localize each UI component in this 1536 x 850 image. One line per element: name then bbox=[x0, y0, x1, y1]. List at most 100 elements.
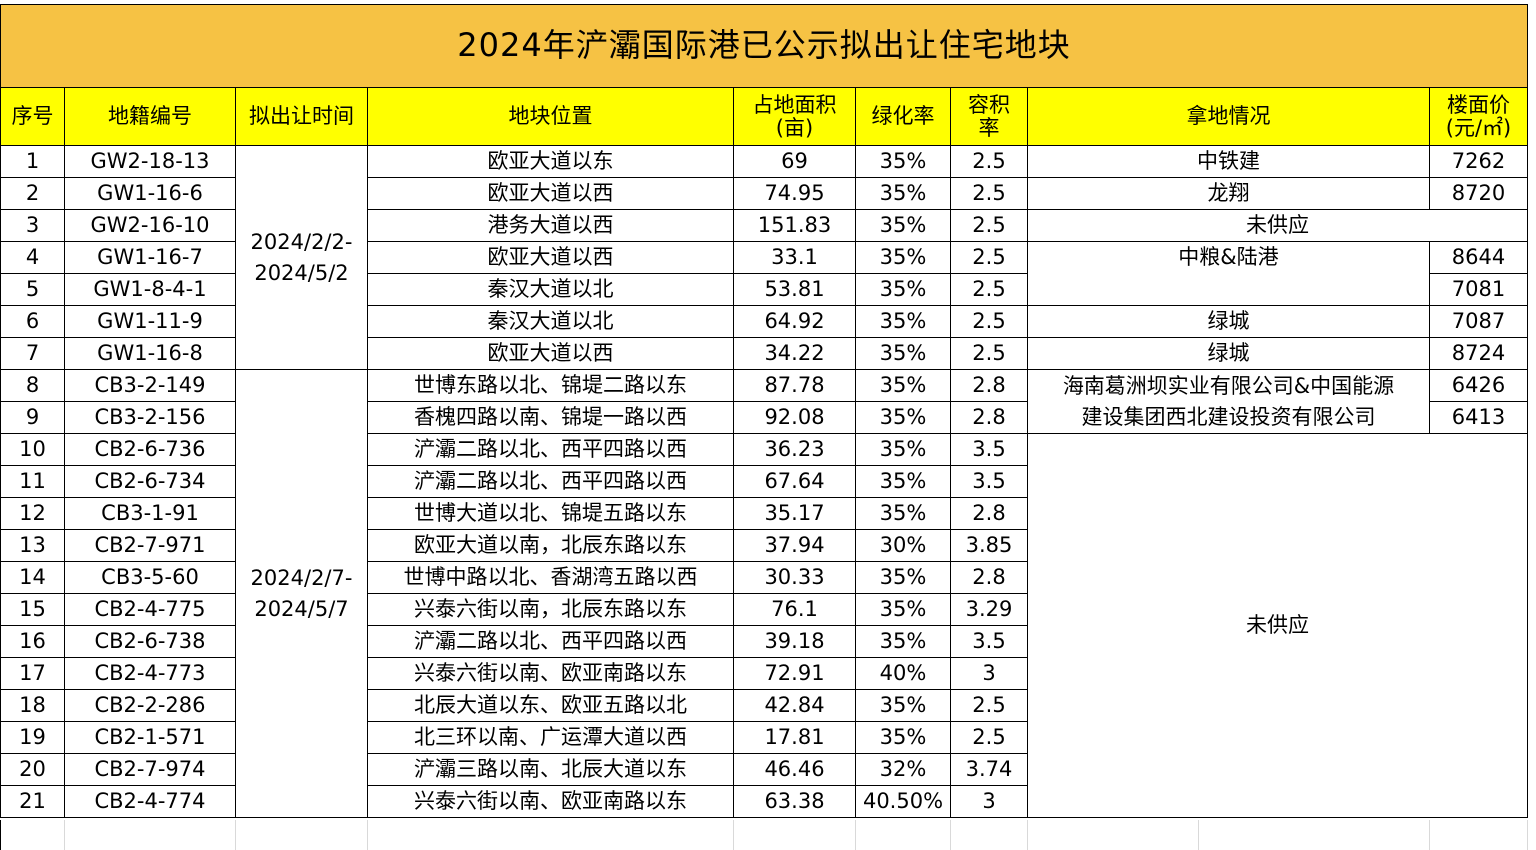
cell-area[interactable]: 53.81 bbox=[734, 274, 856, 306]
cell-green[interactable]: 35% bbox=[856, 370, 951, 402]
cell-seq[interactable]: 15 bbox=[0, 594, 65, 626]
cell-area[interactable]: 35.17 bbox=[734, 498, 856, 530]
cell-far[interactable]: 2.8 bbox=[951, 498, 1028, 530]
winner-r6[interactable]: 绿城 bbox=[1028, 306, 1430, 338]
cell-code[interactable]: GW1-11-9 bbox=[65, 306, 236, 338]
cell-location[interactable]: 世博东路以北、锦堤二路以东 bbox=[368, 370, 734, 402]
cell-far[interactable]: 3.85 bbox=[951, 530, 1028, 562]
cell-far[interactable]: 2.5 bbox=[951, 722, 1028, 754]
cell-code[interactable]: CB3-1-91 bbox=[65, 498, 236, 530]
cell-location[interactable]: 浐灞二路以北、西平四路以西 bbox=[368, 466, 734, 498]
cell-location[interactable]: 欧亚大道以东 bbox=[368, 146, 734, 178]
cell-code[interactable]: CB3-2-149 bbox=[65, 370, 236, 402]
cell-area[interactable]: 74.95 bbox=[734, 178, 856, 210]
winner-r4-5[interactable]: 中粮&陆港 bbox=[1028, 242, 1430, 306]
cell-green[interactable]: 35% bbox=[856, 626, 951, 658]
cell-area[interactable]: 36.23 bbox=[734, 434, 856, 466]
cell-far[interactable]: 2.5 bbox=[951, 338, 1028, 370]
cell-area[interactable]: 33.1 bbox=[734, 242, 856, 274]
cell-code[interactable]: CB3-2-156 bbox=[65, 402, 236, 434]
cell-area[interactable]: 151.83 bbox=[734, 210, 856, 242]
cell-location[interactable]: 浐灞三路以南、北辰大道以东 bbox=[368, 754, 734, 786]
cell-green[interactable]: 35% bbox=[856, 402, 951, 434]
cell-far[interactable]: 2.5 bbox=[951, 146, 1028, 178]
price-r4[interactable]: 8644 bbox=[1430, 242, 1528, 274]
cell-seq[interactable]: 2 bbox=[0, 178, 65, 210]
cell-seq[interactable]: 5 bbox=[0, 274, 65, 306]
cell-seq[interactable]: 3 bbox=[0, 210, 65, 242]
cell-far[interactable]: 2.5 bbox=[951, 274, 1028, 306]
empty-row-cell-d[interactable] bbox=[368, 820, 734, 850]
cell-far[interactable]: 3 bbox=[951, 658, 1028, 690]
cell-green[interactable]: 30% bbox=[856, 530, 951, 562]
empty-row-cell-h[interactable] bbox=[1028, 820, 1199, 850]
empty-row-cell-j[interactable] bbox=[1430, 820, 1528, 850]
cell-code[interactable]: CB2-6-734 bbox=[65, 466, 236, 498]
cell-code[interactable]: CB3-5-60 bbox=[65, 562, 236, 594]
cell-far[interactable]: 2.8 bbox=[951, 402, 1028, 434]
cell-code[interactable]: GW1-16-7 bbox=[65, 242, 236, 274]
cell-far[interactable]: 2.5 bbox=[951, 242, 1028, 274]
cell-seq[interactable]: 17 bbox=[0, 658, 65, 690]
cell-green[interactable]: 32% bbox=[856, 754, 951, 786]
header-area[interactable]: 占地面积 (亩) bbox=[734, 88, 856, 146]
cell-area[interactable]: 72.91 bbox=[734, 658, 856, 690]
cell-location[interactable]: 浐灞二路以北、西平四路以西 bbox=[368, 626, 734, 658]
cell-location[interactable]: 北三环以南、广运潭大道以西 bbox=[368, 722, 734, 754]
cell-area[interactable]: 39.18 bbox=[734, 626, 856, 658]
time-group-2[interactable]: 2024/2/7- 2024/5/7 bbox=[236, 370, 368, 818]
header-winner[interactable]: 拿地情况 bbox=[1028, 88, 1430, 146]
cell-far[interactable]: 3.5 bbox=[951, 434, 1028, 466]
winner-r2[interactable]: 龙翔 bbox=[1028, 178, 1430, 210]
cell-green[interactable]: 35% bbox=[856, 306, 951, 338]
winner-r3[interactable]: 未供应 bbox=[1028, 210, 1528, 242]
cell-location[interactable]: 欧亚大道以西 bbox=[368, 338, 734, 370]
empty-row-cell-c[interactable] bbox=[236, 820, 368, 850]
cell-area[interactable]: 92.08 bbox=[734, 402, 856, 434]
cell-far[interactable]: 2.5 bbox=[951, 306, 1028, 338]
cell-area[interactable]: 37.94 bbox=[734, 530, 856, 562]
header-price[interactable]: 楼面价 (元/㎡) bbox=[1430, 88, 1528, 146]
price-r1[interactable]: 7262 bbox=[1430, 146, 1528, 178]
cell-seq[interactable]: 18 bbox=[0, 690, 65, 722]
cell-location[interactable]: 世博中路以北、香湖湾五路以西 bbox=[368, 562, 734, 594]
cell-location[interactable]: 欧亚大道以南，北辰东路以东 bbox=[368, 530, 734, 562]
cell-green[interactable]: 40.50% bbox=[856, 786, 951, 818]
empty-row-cell-f[interactable] bbox=[856, 820, 951, 850]
cell-seq[interactable]: 16 bbox=[0, 626, 65, 658]
cell-area[interactable]: 69 bbox=[734, 146, 856, 178]
cell-green[interactable]: 35% bbox=[856, 210, 951, 242]
cell-area[interactable]: 42.84 bbox=[734, 690, 856, 722]
cell-green[interactable]: 35% bbox=[856, 594, 951, 626]
empty-row-cell-e[interactable] bbox=[734, 820, 856, 850]
cell-seq[interactable]: 6 bbox=[0, 306, 65, 338]
winner-r1[interactable]: 中铁建 bbox=[1028, 146, 1430, 178]
cell-area[interactable]: 34.22 bbox=[734, 338, 856, 370]
cell-area[interactable]: 87.78 bbox=[734, 370, 856, 402]
cell-code[interactable]: CB2-4-775 bbox=[65, 594, 236, 626]
cell-code[interactable]: CB2-7-974 bbox=[65, 754, 236, 786]
empty-row-cell-b[interactable] bbox=[65, 820, 236, 850]
cell-seq[interactable]: 14 bbox=[0, 562, 65, 594]
cell-code[interactable]: CB2-7-971 bbox=[65, 530, 236, 562]
cell-far[interactable]: 2.5 bbox=[951, 690, 1028, 722]
cell-far[interactable]: 3.5 bbox=[951, 626, 1028, 658]
header-seq[interactable]: 序号 bbox=[0, 88, 65, 146]
cell-code[interactable]: CB2-4-773 bbox=[65, 658, 236, 690]
cell-location[interactable]: 港务大道以西 bbox=[368, 210, 734, 242]
cell-area[interactable]: 17.81 bbox=[734, 722, 856, 754]
cell-code[interactable]: CB2-4-774 bbox=[65, 786, 236, 818]
cell-area[interactable]: 63.38 bbox=[734, 786, 856, 818]
cell-area[interactable]: 76.1 bbox=[734, 594, 856, 626]
cell-location[interactable]: 兴泰六街以南、欧亚南路以东 bbox=[368, 658, 734, 690]
cell-far[interactable]: 2.5 bbox=[951, 178, 1028, 210]
cell-code[interactable]: GW1-8-4-1 bbox=[65, 274, 236, 306]
cell-area[interactable]: 64.92 bbox=[734, 306, 856, 338]
cell-far[interactable]: 3 bbox=[951, 786, 1028, 818]
cell-code[interactable]: GW1-16-8 bbox=[65, 338, 236, 370]
header-far[interactable]: 容积 率 bbox=[951, 88, 1028, 146]
cell-far[interactable]: 3.74 bbox=[951, 754, 1028, 786]
cell-seq[interactable]: 19 bbox=[0, 722, 65, 754]
cell-location[interactable]: 秦汉大道以北 bbox=[368, 274, 734, 306]
cell-seq[interactable]: 13 bbox=[0, 530, 65, 562]
